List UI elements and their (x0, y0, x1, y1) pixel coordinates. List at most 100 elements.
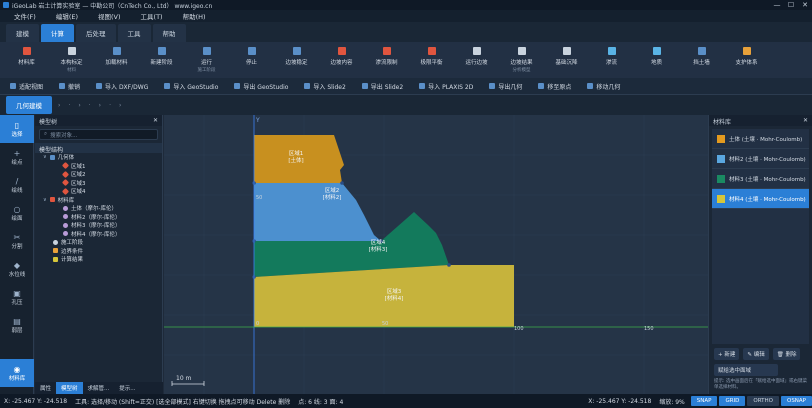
maximize-button[interactable]: ☐ (787, 1, 795, 9)
edit-material-button[interactable]: ✎ 编辑 (743, 348, 769, 360)
toolbar-item[interactable]: 导入 PLAXIS 2D (413, 82, 483, 91)
new-material-button[interactable]: + 新建 (714, 348, 740, 360)
tree-node-region[interactable]: 区域4 (35, 187, 162, 196)
region-icon (61, 162, 70, 170)
tree-node-region[interactable]: 区域3 (35, 179, 162, 188)
ribbon-button[interactable]: 材料库 (4, 42, 49, 78)
ribbon-button[interactable]: 极限平衡 (409, 42, 454, 78)
toolbar-item[interactable]: 导入 DXF/DWG (90, 82, 158, 91)
menu-edit[interactable]: 编辑(E) (55, 13, 78, 21)
ortho-toggle[interactable]: ORTHO (747, 396, 779, 406)
tree-node-materials[interactable]: ∨ 材料库 (43, 196, 75, 204)
tab-4[interactable]: 帮助 (152, 24, 186, 42)
toolbar-item[interactable]: 导出 Slide2 (356, 82, 413, 91)
tree-node-boundary[interactable]: 边界条件 (35, 247, 162, 256)
geometry-mode-button[interactable]: 几何建模 (6, 96, 52, 114)
sidebar-tool-8[interactable]: ◉ 材料库 (0, 359, 34, 387)
model-canvas[interactable]: Y 0 50 100 150 50 区域1 [土体] 区域2 [材料2] 区域4… (164, 115, 708, 394)
material-panel-close-icon[interactable]: ✕ (802, 117, 808, 124)
sidebar-tool-7[interactable]: ▤ 弱层 (0, 311, 34, 339)
material-item[interactable]: 材料2 (土壤 · Mohr-Coulomb) (712, 149, 809, 169)
toolbar-item[interactable]: 导入 GeoStudio (158, 82, 228, 91)
ribbon-button[interactable]: 基础沉降 (544, 42, 589, 78)
toolbar-item[interactable]: 适配视图 (4, 82, 53, 91)
ribbon-button[interactable]: 运行 施工阶段 (184, 42, 229, 78)
delete-material-button[interactable]: 🗑 删除 (772, 348, 801, 360)
tab-1[interactable]: 计算 (41, 24, 74, 42)
ribbon-button[interactable]: 挡土墙 (679, 42, 724, 78)
toolbar-item[interactable]: 移至原点 (532, 82, 581, 91)
tree-search-input[interactable]: ⌕ 搜索对象... (39, 129, 158, 140)
toolbar-item[interactable]: 导出 GeoStudio (228, 82, 298, 91)
menu-help[interactable]: 帮助(H) (182, 13, 206, 21)
tab-3[interactable]: 工具 (117, 24, 151, 42)
ribbon-button[interactable]: 停止 (229, 42, 274, 78)
tab-0[interactable]: 建模 (6, 24, 39, 42)
menu-file[interactable]: 文件(F) (14, 13, 36, 21)
grid-toggle[interactable]: GRID (719, 396, 746, 406)
region-3-material: [材料4] (385, 294, 404, 302)
tree-node-stage[interactable]: 施工阶段 (35, 238, 162, 247)
material-swatch (717, 194, 725, 203)
canvas-svg[interactable]: Y 0 50 100 150 50 区域1 [土体] 区域2 [材料2] 区域4… (164, 115, 708, 394)
region-1-shape[interactable] (254, 135, 344, 183)
tree-node-region[interactable]: 区域1 (35, 162, 162, 171)
snap-toggle[interactable]: SNAP (690, 396, 718, 406)
close-button[interactable]: ✕ (802, 1, 808, 9)
menu-tools[interactable]: 工具(T) (140, 13, 163, 21)
region-2-shape[interactable] (254, 183, 381, 241)
scale-bar-label: 10 m (176, 375, 192, 382)
tree-node-material[interactable]: 材料4（摩尔-库伦） (35, 230, 162, 239)
material-actions: + 新建 ✎ 编辑 🗑 删除 (709, 344, 812, 360)
ribbon-button[interactable]: 运行边坡 (454, 42, 499, 78)
material-item[interactable]: 材料3 (土壤 · Mohr-Coulomb) (712, 169, 809, 189)
sidebar-tool-4[interactable]: ✂ 分割 (0, 227, 34, 255)
tree-node-geometry[interactable]: ∨ 几何体 (43, 154, 75, 162)
ribbon-tabs: 建模 计算 后处理 工具 帮助 (0, 22, 812, 42)
tab-hints[interactable]: 提示... (119, 386, 136, 392)
toolbar-item[interactable]: 移动几何 (581, 82, 630, 91)
minimize-button[interactable]: — (773, 1, 781, 9)
tree-node-material[interactable]: 土体（摩尔-库伦） (35, 204, 162, 213)
tree-node-region[interactable]: 区域2 (35, 170, 162, 179)
tab-properties[interactable]: 属性 (40, 386, 52, 392)
tree-node-material[interactable]: 材料2（摩尔-库伦） (35, 213, 162, 222)
sidebar-tool-1[interactable]: + 绘点 (0, 143, 34, 171)
ribbon-button[interactable]: 支护体系 (724, 42, 769, 78)
material-item[interactable]: 材料4 (土壤 · Mohr-Coulomb) (712, 189, 809, 209)
toolbar-item[interactable]: 撤销 (53, 82, 90, 91)
toolbar-item[interactable]: 导入 Slide2 (298, 82, 355, 91)
ribbon-label: 地质 (650, 60, 662, 66)
ribbon-button[interactable]: 渗流 (589, 42, 634, 78)
toolbar-item[interactable]: 导出几何 (483, 82, 532, 91)
tab-solver[interactable]: 求解管... (87, 386, 110, 392)
ribbon-button[interactable]: 边坡稳定 (274, 42, 319, 78)
ribbon-button[interactable]: 渗流限制 (364, 42, 409, 78)
ribbon-button[interactable]: 新建阶段 (139, 42, 184, 78)
material-dot-icon (63, 214, 68, 220)
sidebar-tool-6[interactable]: ▣ 孔压 (0, 283, 34, 311)
material-item[interactable]: 土体 (土壤 · Mohr-Coulomb) (712, 129, 809, 149)
ribbon-button[interactable]: 本构标定 材料 (49, 42, 94, 78)
vertex-points[interactable] (252, 181, 451, 279)
ribbon-button[interactable]: 边坡内容 (319, 42, 364, 78)
chevron-down-icon[interactable]: ∨ (43, 196, 47, 203)
menu-view[interactable]: 视图(V) (98, 13, 121, 21)
osnap-toggle[interactable]: OSNAP (780, 396, 812, 406)
sidebar-tool-5[interactable]: ◆ 水位线 (0, 255, 34, 283)
sidebar-tool-3[interactable]: ○ 绘面 (0, 199, 34, 227)
ribbon-button[interactable]: 边坡结果 分析模型 (499, 42, 544, 78)
assign-material-button[interactable]: 赋给选中面域 (714, 364, 778, 376)
tree-node-results[interactable]: 计算结果 (35, 255, 162, 264)
ribbon-button[interactable]: 加载材料 (94, 42, 139, 78)
sidebar-tool-2[interactable]: / 绘线 (0, 171, 34, 199)
tree-close-icon[interactable]: ✕ (152, 117, 158, 124)
sidebar-tool-0[interactable]: ▯ 选择 (0, 115, 34, 143)
region-3-shape[interactable] (254, 265, 514, 327)
chevron-down-icon[interactable]: ∨ (43, 154, 47, 161)
tab-model-tree[interactable]: 模型树 (56, 382, 83, 394)
region-4-shape[interactable] (254, 212, 449, 277)
tree-node-material[interactable]: 材料3（摩尔-库伦） (35, 221, 162, 230)
ribbon-button[interactable]: 地质 (634, 42, 679, 78)
tab-2[interactable]: 后处理 (76, 24, 116, 42)
